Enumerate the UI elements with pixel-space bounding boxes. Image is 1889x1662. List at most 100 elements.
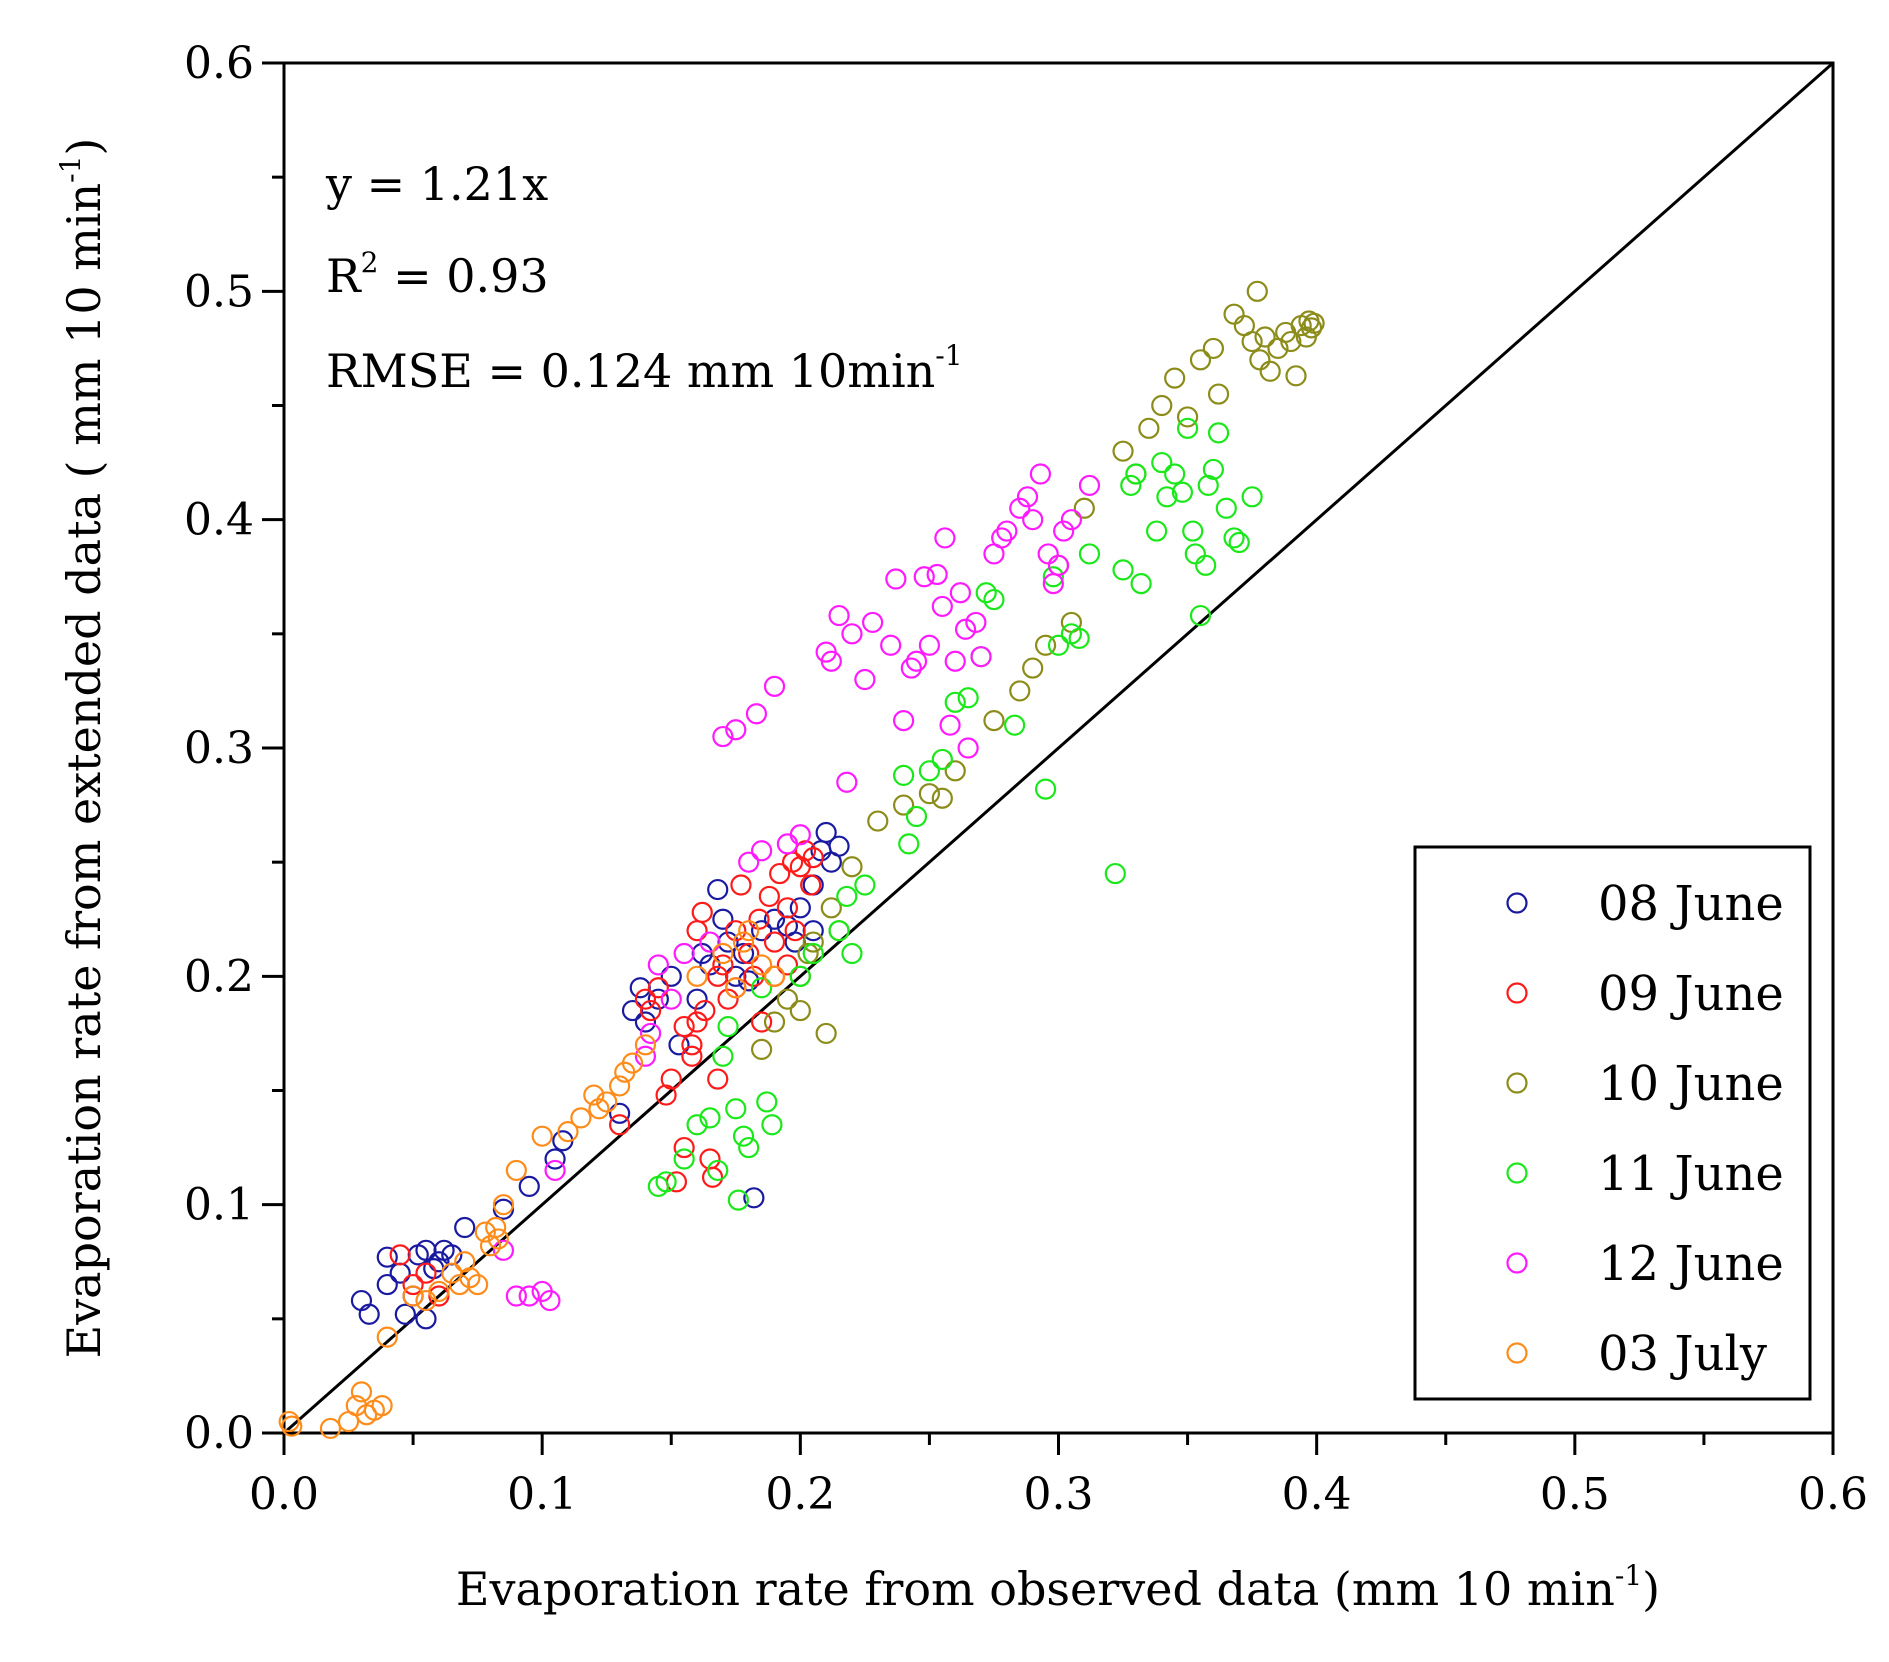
data-point <box>926 563 948 586</box>
data-point <box>751 1011 773 1033</box>
data-point <box>609 1075 631 1097</box>
data-point <box>789 897 811 919</box>
data-point <box>738 970 760 992</box>
data-point <box>707 878 729 901</box>
x-tick-label: 0.1 <box>507 1469 577 1520</box>
data-point <box>505 1285 527 1307</box>
data-point <box>454 1251 476 1273</box>
data-point <box>789 965 811 987</box>
data-point <box>892 794 915 816</box>
data-point <box>1259 360 1281 382</box>
data-point <box>1146 520 1168 542</box>
legend-marker <box>1506 1072 1528 1094</box>
data-point <box>371 1394 393 1417</box>
x-tick-label: 0.5 <box>1540 1469 1610 1520</box>
data-point <box>376 1326 398 1348</box>
data-point <box>934 527 956 549</box>
data-point <box>673 1148 695 1170</box>
data-point <box>1189 349 1212 371</box>
data-point <box>1171 481 1194 503</box>
legend-label: 03 July <box>1598 1326 1767 1382</box>
data-point <box>1207 383 1230 405</box>
data-point <box>732 931 755 953</box>
data-point <box>800 874 822 896</box>
x-tick-label: 0.0 <box>249 1469 319 1520</box>
data-point <box>738 942 760 965</box>
data-point <box>492 1239 515 1261</box>
data-point <box>931 748 953 771</box>
data-point <box>647 954 669 976</box>
data-point <box>756 1091 778 1113</box>
data-point <box>673 1015 695 1038</box>
data-point <box>867 810 889 832</box>
x-axis-title-sup: -1 <box>1615 1559 1642 1592</box>
y-axis-title-sup: -1 <box>54 156 87 183</box>
data-point <box>681 1045 703 1067</box>
data-point <box>862 611 884 634</box>
y-tick-label: 0.4 <box>184 495 254 546</box>
series-11-june <box>647 417 1263 1211</box>
data-point <box>954 618 977 640</box>
data-point <box>1280 330 1302 353</box>
data-point <box>1078 543 1101 565</box>
series-09-june <box>389 840 824 1307</box>
series-03-july <box>278 920 786 1440</box>
data-point <box>1125 463 1147 485</box>
data-point <box>725 920 747 942</box>
data-point <box>539 1289 561 1312</box>
data-point <box>428 1251 450 1273</box>
data-point <box>996 520 1018 542</box>
data-point <box>691 901 713 924</box>
data-point <box>957 687 979 709</box>
data-point <box>1047 634 1070 656</box>
data-point <box>751 954 773 976</box>
data-point <box>699 954 721 976</box>
data-point <box>751 1038 773 1061</box>
data-point <box>376 1246 398 1268</box>
data-point <box>1197 474 1219 497</box>
data-point <box>686 1011 708 1033</box>
legend-marker <box>1506 1252 1528 1274</box>
data-point <box>707 1068 729 1090</box>
r2-annotation: R2 = 0.93 <box>326 246 549 303</box>
data-point <box>738 851 760 873</box>
data-point <box>1195 554 1217 576</box>
legend: 08 June 09 June 10 June 11 June 12 June 03 Ju… <box>1413 845 1812 1401</box>
series-12-june <box>492 463 1101 1312</box>
y-axis-title-end: ) <box>57 138 111 156</box>
y-axis-title-text: Evaporation rate from extended data ( mm… <box>57 183 111 1359</box>
data-point <box>505 1159 527 1182</box>
data-point <box>751 977 773 999</box>
data-point <box>1241 330 1263 353</box>
data-point <box>892 709 915 732</box>
data-points <box>278 280 1325 1440</box>
data-point <box>841 623 863 645</box>
r2-prefix: R <box>326 249 362 303</box>
data-point <box>583 1084 605 1106</box>
data-point <box>1246 280 1268 302</box>
y-axis-title: Evaporation rate from extended data ( mm… <box>54 138 111 1359</box>
data-point <box>686 965 708 987</box>
data-point <box>712 908 734 930</box>
data-point <box>1285 365 1307 387</box>
data-point <box>621 1052 644 1074</box>
data-point <box>358 1303 380 1325</box>
rmse-superscript: -1 <box>935 339 962 372</box>
y-tick-label: 0.0 <box>184 1408 254 1459</box>
x-tick-label: 0.4 <box>1282 1469 1352 1520</box>
data-point <box>763 965 786 987</box>
data-point <box>944 760 966 782</box>
data-point <box>1042 566 1064 588</box>
y-tick-label: 0.5 <box>184 266 254 317</box>
data-point <box>1176 417 1199 439</box>
data-point <box>717 988 739 1010</box>
data-point <box>776 954 799 976</box>
y-tick-label: 0.3 <box>184 723 254 774</box>
data-point <box>609 1114 631 1136</box>
data-point <box>673 942 695 965</box>
tick-labels: 0.0 0.1 0.2 0.3 0.4 0.5 0.6 0.0 0.1 0.2 0.3 0.4 0.5 0… <box>184 38 1868 1520</box>
data-point <box>1202 458 1225 481</box>
data-point <box>686 1114 708 1136</box>
data-point <box>931 787 953 809</box>
